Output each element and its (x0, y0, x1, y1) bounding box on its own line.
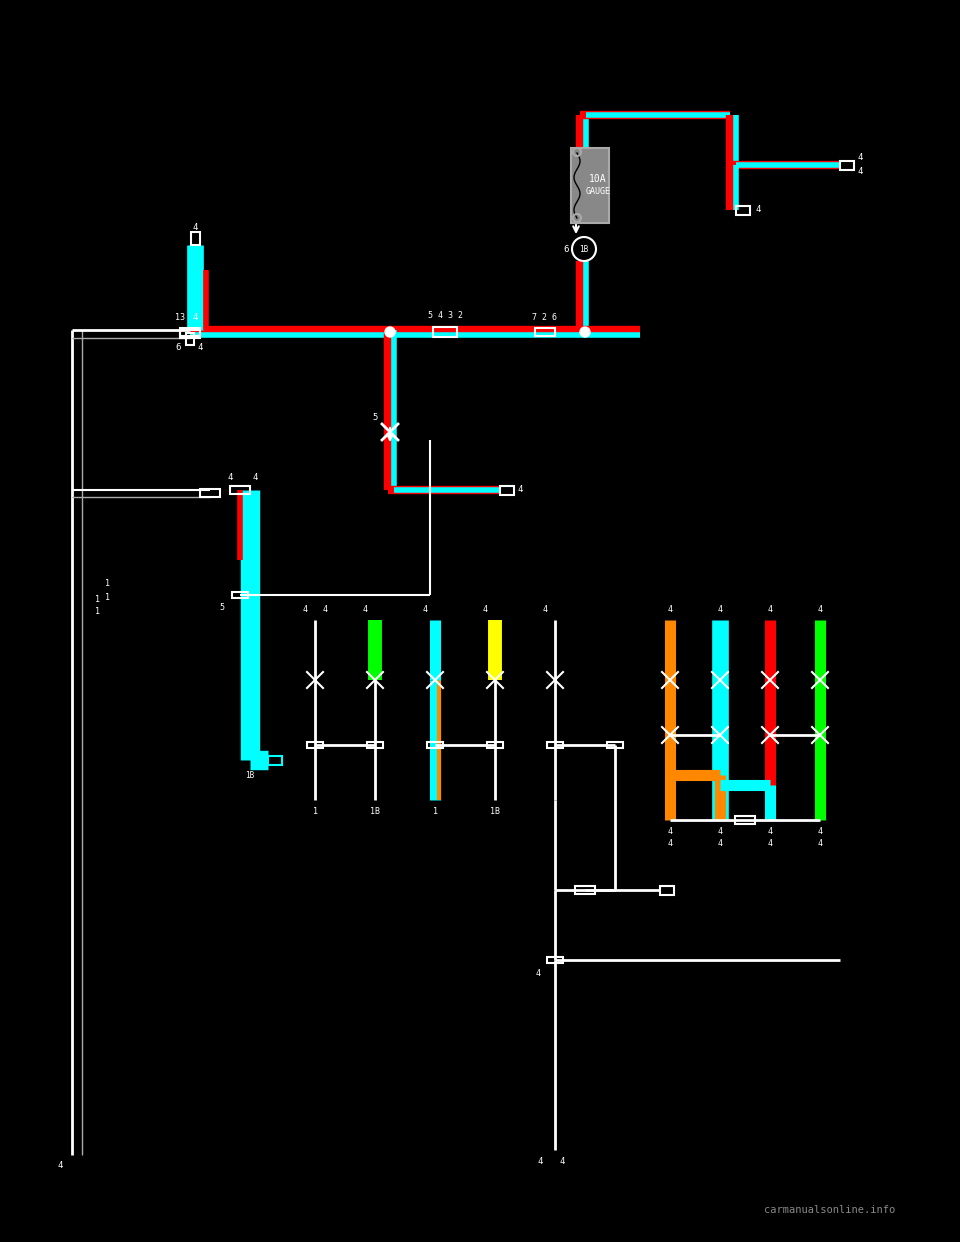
Text: 4: 4 (767, 827, 773, 837)
Bar (191, 231, 200, 245)
Text: 4: 4 (192, 224, 198, 232)
Bar (367, 741, 383, 748)
Text: 1: 1 (313, 807, 318, 816)
Text: 1: 1 (433, 807, 438, 816)
Bar (736, 206, 750, 215)
Text: 4: 4 (252, 473, 257, 482)
Bar (487, 741, 503, 748)
Circle shape (385, 327, 395, 337)
Text: 4: 4 (717, 827, 723, 837)
Text: 4: 4 (560, 1158, 564, 1166)
Text: 4: 4 (483, 606, 488, 615)
Text: 4: 4 (667, 840, 673, 848)
Text: 4: 4 (667, 827, 673, 837)
Text: 5: 5 (220, 604, 225, 612)
Text: 5: 5 (372, 414, 377, 422)
Bar (571, 148, 609, 224)
Text: 1B: 1B (580, 245, 588, 253)
Bar (180, 330, 200, 338)
Text: 4: 4 (857, 166, 863, 175)
Text: 13: 13 (175, 313, 185, 323)
Text: 6: 6 (564, 245, 568, 253)
Circle shape (580, 327, 590, 337)
Bar (433, 327, 457, 337)
Text: 4: 4 (538, 1158, 542, 1166)
Text: 1: 1 (106, 579, 110, 587)
Text: 4: 4 (302, 606, 307, 615)
Text: 4: 4 (198, 344, 203, 353)
Bar (735, 816, 755, 823)
Text: 1: 1 (106, 592, 110, 601)
Text: 4: 4 (767, 606, 773, 615)
Bar (607, 741, 623, 748)
Bar (268, 756, 281, 765)
Text: 4: 4 (818, 606, 823, 615)
Text: 7 2 6: 7 2 6 (533, 313, 558, 323)
Text: 4: 4 (667, 606, 673, 615)
Circle shape (572, 237, 596, 261)
Text: 4: 4 (536, 969, 540, 977)
Bar (200, 489, 220, 497)
Text: 4: 4 (422, 606, 427, 615)
Text: GAUGE: GAUGE (586, 186, 611, 195)
Bar (535, 328, 555, 337)
Text: 4: 4 (228, 473, 232, 482)
Text: 4: 4 (192, 313, 198, 323)
Text: carmanualsonline.info: carmanualsonline.info (764, 1205, 896, 1215)
Text: 6: 6 (176, 344, 180, 353)
Text: 1B: 1B (490, 807, 500, 816)
Text: 4: 4 (517, 486, 522, 494)
Text: 1: 1 (94, 607, 100, 616)
Text: 1B: 1B (246, 770, 254, 780)
Text: 10A: 10A (589, 174, 607, 184)
Text: 4: 4 (363, 606, 368, 615)
Text: 4: 4 (818, 827, 823, 837)
Bar (232, 591, 248, 599)
Text: 4: 4 (717, 606, 723, 615)
Text: 5 4 3 2: 5 4 3 2 (427, 310, 463, 319)
Text: 4: 4 (542, 606, 547, 615)
Bar (230, 486, 250, 494)
Text: 4: 4 (756, 205, 760, 215)
Bar (186, 333, 194, 345)
Bar (180, 328, 200, 337)
Text: 4: 4 (767, 840, 773, 848)
Text: 4: 4 (58, 1160, 62, 1170)
Text: 4: 4 (323, 606, 327, 615)
Text: 1B: 1B (370, 807, 380, 816)
Bar (427, 741, 443, 748)
Text: 4: 4 (717, 840, 723, 848)
Bar (840, 161, 853, 170)
Bar (500, 486, 514, 496)
Text: 4: 4 (857, 153, 863, 161)
Bar (307, 741, 323, 748)
Bar (660, 886, 674, 895)
Bar (547, 741, 563, 748)
Text: 4: 4 (818, 840, 823, 848)
Bar (547, 956, 563, 964)
Bar (575, 886, 595, 894)
Text: 1: 1 (94, 595, 100, 605)
